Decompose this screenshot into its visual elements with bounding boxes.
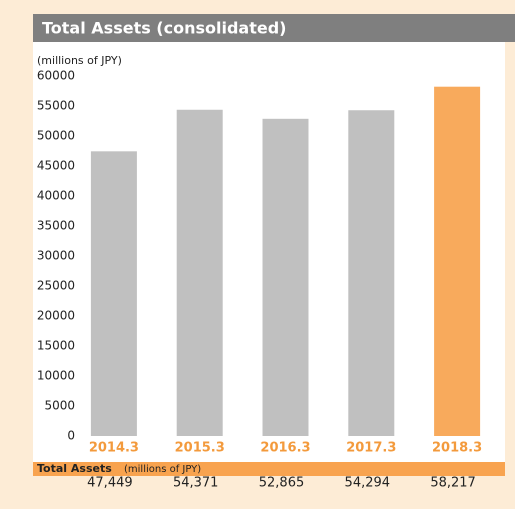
y-tick-label: 30000: [37, 249, 75, 263]
bar: [348, 110, 395, 437]
y-tick-label: 35000: [37, 219, 75, 233]
bar: [90, 151, 137, 436]
y-tick-label: 0: [67, 429, 75, 443]
chart-title: Total Assets (consolidated): [42, 19, 286, 38]
y-tick-label: 55000: [37, 99, 75, 113]
bar: [262, 118, 309, 436]
table-value: 54,294: [345, 476, 391, 491]
bar: [434, 86, 481, 436]
y-tick-label: 45000: [37, 159, 75, 173]
y-tick-label: 15000: [37, 339, 75, 353]
y-tick-label: 5000: [44, 399, 75, 413]
y-tick-label: 40000: [37, 189, 75, 203]
title-bar: [33, 14, 515, 42]
y-tick-label: 20000: [37, 309, 75, 323]
bar: [176, 109, 223, 437]
x-tick-label: 2015.3: [175, 441, 225, 456]
y-tick-label: 60000: [37, 69, 75, 83]
x-tick-label: 2018.3: [432, 441, 482, 456]
x-tick-label: 2014.3: [89, 441, 139, 456]
y-tick-label: 10000: [37, 369, 75, 383]
table-value: 52,865: [259, 476, 305, 491]
table-value: 58,217: [430, 476, 476, 491]
table-unit: (millions of JPY): [124, 464, 201, 475]
x-tick-label: 2017.3: [346, 441, 396, 456]
y-tick-label: 50000: [37, 129, 75, 143]
table-value: 47,449: [87, 476, 133, 491]
table-header: [33, 462, 505, 476]
x-tick-label: 2016.3: [260, 441, 310, 456]
y-tick-label: 25000: [37, 279, 75, 293]
y-axis-label: (millions of JPY): [37, 54, 122, 67]
table-value: 54,371: [173, 476, 219, 491]
table-title: Total Assets: [37, 462, 112, 475]
